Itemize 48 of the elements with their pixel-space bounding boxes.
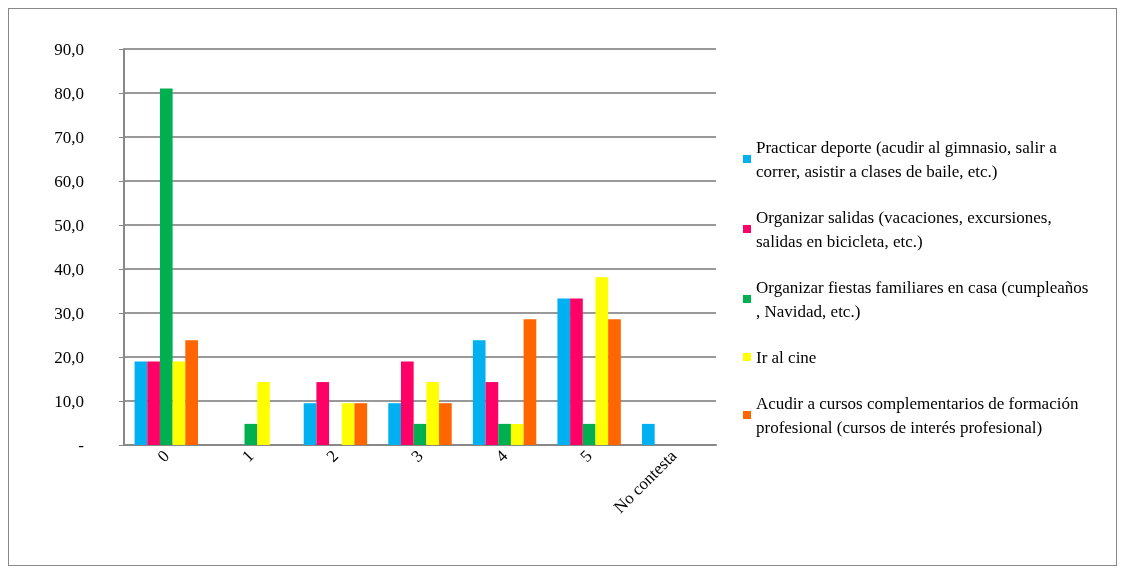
- y-tick-label: 30,0: [54, 303, 84, 323]
- x-tick-label: 3: [407, 446, 427, 466]
- bar: [485, 382, 499, 445]
- bar: [523, 319, 537, 445]
- bar: [582, 423, 596, 445]
- bar: [642, 423, 655, 445]
- bar: [498, 423, 511, 445]
- x-tick-label: 4: [491, 445, 512, 466]
- bar: [557, 298, 571, 445]
- y-tick-label: 60,0: [54, 171, 84, 191]
- bar: [595, 277, 609, 445]
- bar: [172, 361, 186, 445]
- y-tick-label: -: [78, 435, 85, 455]
- bar: [303, 403, 317, 445]
- bar: [134, 361, 148, 445]
- legend-label: Organizar fiestas familiares en casa (cumpleaños, Navidad, etc.): [756, 277, 1089, 321]
- bar: [439, 403, 452, 445]
- y-tick-label: 20,0: [54, 347, 84, 367]
- legend-label: Ir al cine: [756, 347, 817, 367]
- bar: [341, 403, 355, 445]
- y-tick-label: 90,0: [54, 39, 84, 59]
- legend-label: Practicar deporte (acudir al gimnasio, salir a correr, asistir a clases de baile, etc.): [756, 137, 1061, 181]
- bar: [257, 382, 270, 445]
- bar: [159, 88, 173, 445]
- bar: [510, 423, 524, 445]
- legend-label: Acudir a cursos complementarios de formación profesional (cursos de interés profesional): [756, 393, 1083, 437]
- bar: [608, 319, 621, 445]
- bar: [413, 423, 427, 445]
- y-tick-label: 10,0: [54, 391, 84, 411]
- legend-label: Organizar salidas (vacaciones, excursiones, salidas en bicicleta, etc.): [756, 207, 1056, 251]
- y-tick-label: 50,0: [54, 215, 84, 235]
- y-tick-label: 40,0: [54, 259, 84, 279]
- bar: [354, 403, 368, 445]
- bar: [426, 382, 440, 445]
- bar: [244, 423, 258, 445]
- bar: [570, 298, 583, 445]
- bar: [388, 403, 401, 445]
- bar: [472, 340, 486, 445]
- y-tick-label: 80,0: [54, 83, 84, 103]
- x-tick-label: 5: [576, 446, 596, 466]
- y-tick-label: 70,0: [54, 127, 84, 147]
- bar: [316, 382, 330, 445]
- x-tick-label: 0: [153, 446, 173, 466]
- bar: [147, 361, 160, 445]
- bar: [400, 361, 414, 445]
- bar: [185, 340, 198, 445]
- x-tick-label: 1: [238, 446, 258, 466]
- x-tick-label: 2: [322, 446, 343, 466]
